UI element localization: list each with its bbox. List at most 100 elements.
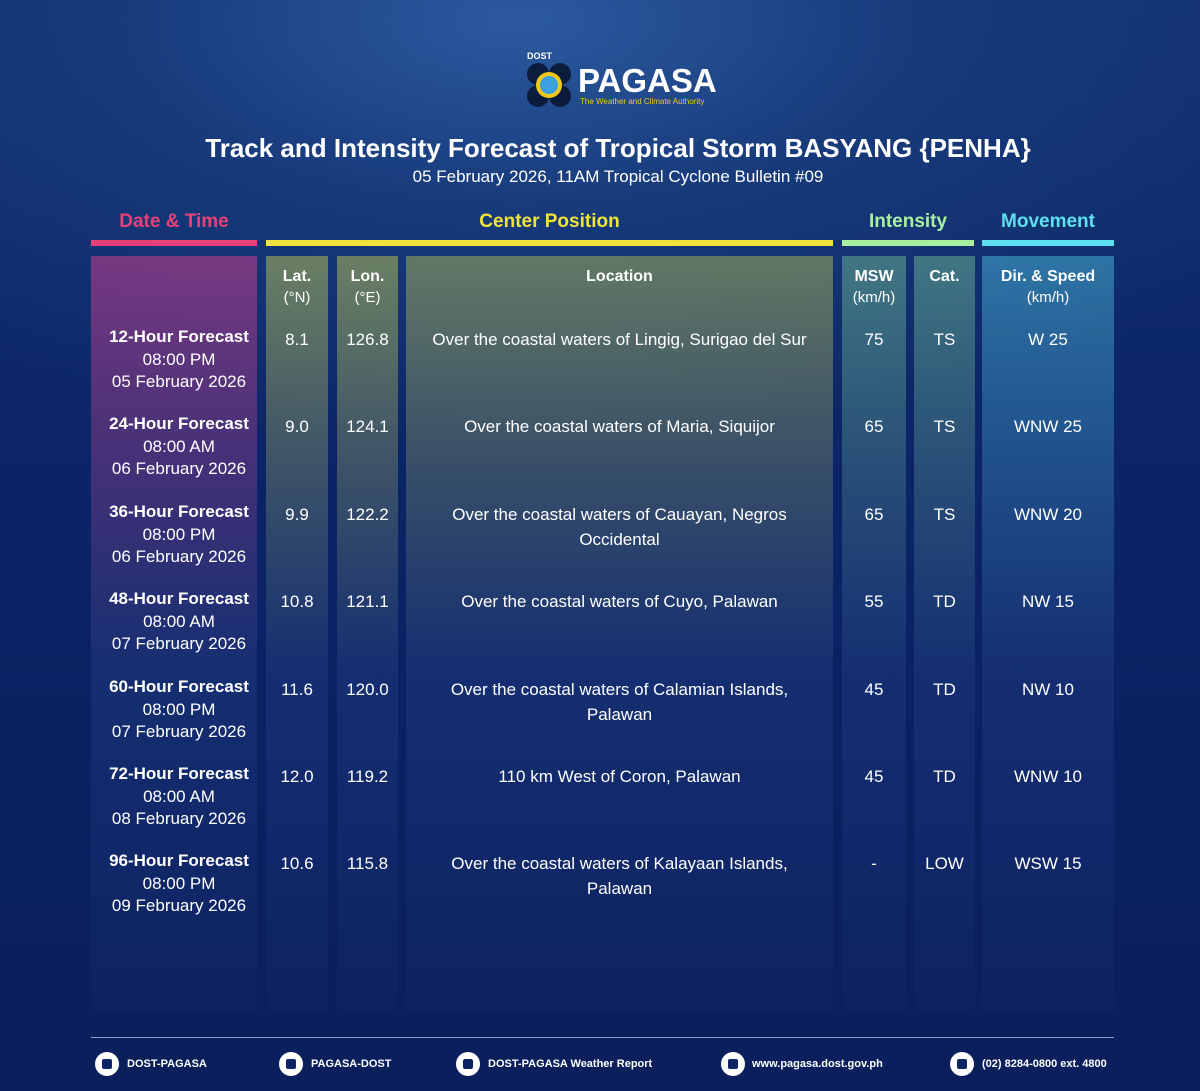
cell-lat: 8.1 — [285, 330, 309, 349]
column-unit: (°N) — [283, 289, 311, 306]
column-panel — [337, 256, 398, 1010]
footer-rule — [91, 1037, 1114, 1038]
cell-location: Over the coastal waters of Cauayan, Negr… — [452, 504, 787, 549]
cell-msw: 65 — [864, 417, 884, 437]
column-panel — [406, 256, 833, 1010]
forecast-label: 36-Hour Forecast — [109, 501, 249, 521]
cell-msw: 65 — [864, 504, 884, 524]
cell-movement: WSW 15 — [1014, 854, 1082, 874]
forecast-label: 96-Hour Forecast — [109, 851, 249, 871]
cell-location: Over the coastal waters of Lingig, Surig… — [432, 330, 807, 349]
cell-lon: 124.1 — [346, 417, 389, 437]
forecast-date: 09 February 2026 — [111, 896, 247, 916]
cell-lon: 119.2 — [346, 767, 389, 786]
logo-mark — [527, 63, 571, 107]
cell-location: Over the coastal waters of Maria, Siquij… — [464, 417, 775, 437]
forecast-label: 48-Hour Forecast — [109, 589, 249, 609]
cell-msw: 45 — [864, 679, 884, 699]
cell-lon: 121.1 — [346, 592, 389, 612]
footer-icon-glyph — [957, 1059, 967, 1069]
column-panel — [914, 256, 975, 1010]
group-bar — [91, 240, 257, 246]
forecast-label: 24-Hour Forecast — [109, 414, 249, 434]
cell-lat: 10.6 — [280, 854, 314, 874]
forecast-time: 08:00 AM — [143, 437, 215, 457]
subtitle: 05 February 2026, 11AM Tropical Cyclone … — [412, 167, 824, 186]
cell-cat: TS — [933, 330, 956, 349]
cell-movement: WNW 25 — [1014, 417, 1082, 437]
logo-tagline: The Weather and Climate Authority — [580, 97, 705, 106]
cell-lat: 10.8 — [280, 592, 314, 612]
forecast-time: 08:00 AM — [143, 787, 215, 806]
logo-name: PAGASA — [578, 62, 717, 99]
column-header: MSW — [854, 268, 894, 285]
cell-lat: 9.0 — [285, 417, 309, 437]
group-header: Date & Time — [119, 211, 229, 232]
column-panel — [266, 256, 328, 1010]
group-bar — [982, 240, 1114, 246]
forecast-date: 07 February 2026 — [111, 634, 247, 654]
cell-location: Over the coastal waters of Kalayaan Isla… — [451, 854, 788, 899]
column-header: Cat. — [929, 268, 960, 285]
forecast-date: 05 February 2026 — [111, 372, 247, 391]
forecast-label: 12-Hour Forecast — [109, 327, 249, 346]
forecast-date: 06 February 2026 — [111, 546, 247, 566]
cell-movement: W 25 — [1028, 330, 1068, 349]
cell-lon: 115.8 — [346, 854, 389, 874]
cell-movement: NW 15 — [1022, 592, 1074, 612]
cell-cat: TD — [933, 592, 956, 612]
column-panel — [91, 256, 257, 1010]
group-bar — [266, 240, 833, 246]
group-header: Intensity — [868, 211, 948, 232]
cell-cat: LOW — [925, 854, 964, 874]
cell-movement: NW 10 — [1022, 679, 1074, 699]
cell-movement: WNW 10 — [1014, 767, 1082, 786]
cell-cat: TS — [933, 417, 956, 437]
footer-icon-glyph — [102, 1059, 112, 1069]
column-unit: (km/h) — [852, 289, 896, 306]
forecast-time: 08:00 PM — [142, 874, 216, 894]
column-unit: (km/h) — [1026, 289, 1070, 306]
column-panel — [842, 256, 906, 1010]
cell-location: Over the coastal waters of Calamian Isla… — [450, 679, 789, 724]
group-header: Center Position — [479, 211, 620, 232]
cell-movement: WNW 20 — [1014, 504, 1082, 524]
column-header: Lat. — [282, 268, 312, 285]
column-header: Location — [586, 268, 653, 285]
cell-msw: 55 — [864, 592, 884, 612]
forecast-time: 08:00 PM — [142, 350, 216, 369]
group-header: Movement — [1001, 211, 1095, 232]
cell-msw: 45 — [864, 767, 884, 786]
column-header: Dir. & Speed — [1000, 268, 1096, 285]
footer-link: (02) 8284-0800 ext. 4800 — [982, 1058, 1107, 1070]
forecast-date: 06 February 2026 — [111, 459, 247, 479]
cell-lon: 126.8 — [346, 330, 389, 349]
forecast-date: 08 February 2026 — [111, 809, 247, 828]
cell-lat: 11.6 — [281, 679, 313, 699]
cell-lat: 9.9 — [285, 504, 309, 524]
footer-link: PAGASA-DOST — [311, 1058, 392, 1070]
cell-location: 110 km West of Coron, Palawan — [498, 767, 741, 786]
group-bar — [842, 240, 974, 246]
column-header: Lon. — [350, 268, 385, 285]
cell-lon: 120.0 — [346, 679, 389, 699]
footer-icon-glyph — [286, 1059, 296, 1069]
cell-cat: TD — [933, 679, 956, 699]
forecast-date: 07 February 2026 — [111, 721, 247, 741]
footer-link: DOST-PAGASA — [127, 1058, 207, 1070]
cell-msw: - — [871, 854, 877, 874]
forecast-time: 08:00 PM — [142, 524, 216, 544]
column-panel — [982, 256, 1114, 1010]
forecast-label: 72-Hour Forecast — [109, 764, 249, 783]
footer-link: www.pagasa.dost.gov.ph — [752, 1058, 883, 1070]
cell-cat: TS — [933, 504, 956, 524]
forecast-time: 08:00 AM — [143, 612, 215, 632]
footer-icon-glyph — [463, 1059, 473, 1069]
cell-lat: 12.0 — [280, 767, 314, 786]
footer-link: DOST-PAGASA Weather Report — [488, 1058, 653, 1070]
cell-location: Over the coastal waters of Cuyo, Palawan — [461, 592, 778, 612]
cell-lon: 122.2 — [346, 504, 389, 524]
cell-cat: TD — [933, 767, 956, 786]
footer-icon-glyph — [728, 1059, 738, 1069]
